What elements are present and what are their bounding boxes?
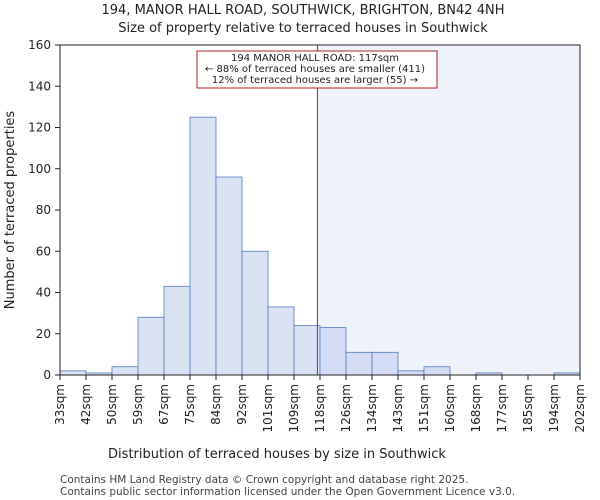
bar-33sqm — [59, 370, 87, 376]
y-tick-label: 20 — [36, 327, 51, 341]
annotation-line-1: 194 MANOR HALL ROAD: 117sqm — [231, 53, 399, 64]
x-tick-label: 50sqm — [105, 384, 119, 425]
footer-line-2: Contains public sector information licen… — [60, 486, 515, 498]
bar-134sqm — [371, 351, 399, 376]
larger-region-shade — [317, 45, 580, 375]
x-tick-label: 33sqm — [53, 384, 67, 425]
bar-59sqm — [137, 316, 165, 376]
bar-92sqm — [241, 250, 269, 376]
x-tick-label: 42sqm — [79, 384, 93, 425]
y-tick-label: 160 — [28, 38, 51, 52]
x-tick-label: 126sqm — [339, 384, 353, 432]
bar-50sqm — [111, 366, 139, 376]
annotation-line-3: 12% of terraced houses are larger (55) → — [212, 75, 418, 86]
y-tick-label: 140 — [28, 79, 51, 93]
bar-151sqm — [423, 366, 451, 376]
x-axis: 33sqm 42sqm 50sqm 59sqm 67sqm 75sqm 84sqm 92sqm… — [53, 375, 587, 432]
footer-line-1: Contains HM Land Registry data © Crown c… — [60, 474, 468, 486]
x-tick-label: 168sqm — [469, 384, 483, 432]
x-tick-label: 109sqm — [287, 384, 301, 432]
x-tick-label: 160sqm — [443, 384, 457, 432]
x-tick-label: 143sqm — [391, 384, 405, 432]
x-tick-label: 151sqm — [417, 384, 431, 432]
y-tick-label: 40 — [36, 286, 51, 300]
bar-84sqm — [215, 176, 243, 376]
y-tick-label: 120 — [28, 121, 51, 135]
plot-frame — [59, 44, 581, 376]
bar-126sqm — [345, 351, 373, 376]
annotation-frame — [196, 50, 438, 89]
x-tick-label: 67sqm — [157, 384, 171, 425]
bar-118sqm — [319, 327, 347, 376]
bar-101sqm — [267, 306, 295, 376]
annotation-box: 194 MANOR HALL ROAD: 117sqm ← 88% of ter… — [196, 50, 438, 89]
bar-67sqm — [163, 285, 191, 376]
x-tick-label: 92sqm — [235, 384, 249, 425]
bars — [59, 116, 581, 376]
x-tick-label: 59sqm — [131, 384, 145, 425]
y-tick-label: 100 — [28, 162, 51, 176]
chart-subtitle: Size of property relative to terraced ho… — [118, 21, 488, 36]
bar-109sqm — [293, 325, 321, 376]
x-tick-label: 177sqm — [495, 384, 509, 432]
x-tick-label: 194sqm — [547, 384, 561, 432]
x-tick-label: 202sqm — [573, 384, 587, 432]
y-tick-label: 80 — [36, 203, 51, 217]
annotation-line-2: ← 88% of terraced houses are smaller (41… — [205, 64, 425, 75]
x-axis-label: Distribution of terraced houses by size … — [108, 447, 446, 462]
y-axis: 0 20 40 60 80 100 120 140 160 — [28, 38, 60, 382]
y-tick-label: 0 — [43, 368, 51, 382]
bar-143sqm — [397, 370, 425, 376]
x-tick-label: 101sqm — [261, 384, 275, 432]
x-tick-label: 84sqm — [209, 384, 223, 425]
x-tick-label: 75sqm — [183, 384, 197, 425]
bar-75sqm — [189, 116, 217, 376]
y-tick-label: 60 — [36, 244, 51, 258]
y-axis-label: Number of terraced properties — [3, 111, 18, 310]
chart-title: 194, MANOR HALL ROAD, SOUTHWICK, BRIGHTO… — [102, 3, 505, 18]
x-tick-label: 134sqm — [365, 384, 379, 432]
x-tick-label: 118sqm — [313, 384, 327, 432]
x-tick-label: 185sqm — [521, 384, 535, 432]
